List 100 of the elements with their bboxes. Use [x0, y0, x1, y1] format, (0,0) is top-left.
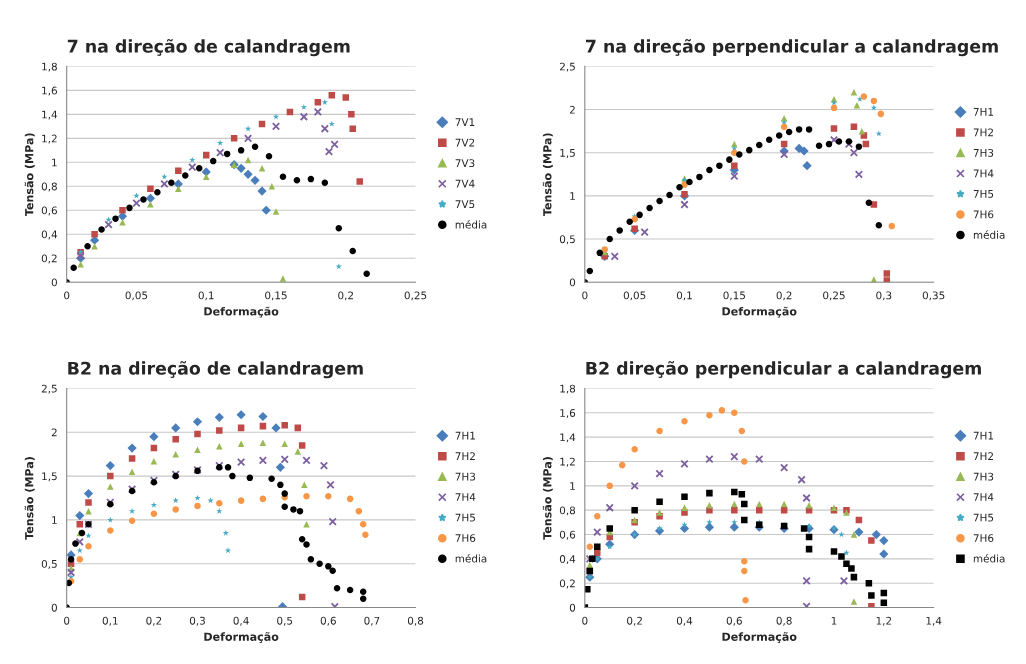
y-tick-label: 0,2 — [41, 254, 57, 264]
y-tick-label: 0,5 — [41, 559, 57, 569]
y-tick-label: 1,8 — [42, 62, 57, 72]
x-tick-label: 0,1 — [676, 291, 692, 301]
y-axis-title: Tensão (MPa) — [542, 457, 553, 540]
legend-label: 7H3 — [973, 472, 994, 481]
legend-label: 7H4 — [973, 493, 994, 501]
x-tick-label: 0,25 — [823, 291, 845, 301]
x-tick-label: 0,6 — [320, 616, 336, 626]
x-tick-label: 0,2 — [338, 291, 353, 301]
y-tick-label: 0,4 — [559, 555, 576, 565]
x-tick-label: 1,2 — [876, 616, 892, 626]
y-tick-label: 1,2 — [42, 134, 57, 144]
legend-label: 7H1 — [455, 431, 475, 440]
y-tick-label: 2,5 — [559, 62, 575, 72]
x-tick-label: 0,3 — [876, 291, 892, 301]
legend-label: 7H3 — [973, 148, 994, 157]
y-tick-label: 0,6 — [41, 206, 58, 216]
y-tick-label: 0 — [569, 603, 576, 612]
legend-label: 7H2 — [973, 128, 993, 137]
legend-label: 7H1 — [973, 108, 994, 116]
legend-label: 7H6 — [973, 210, 994, 219]
y-tick-label: 1 — [570, 482, 575, 490]
legend-label: 7H1 — [973, 431, 994, 440]
x-axis-title: Deformação — [722, 632, 797, 643]
x-tick-label: 0,2 — [146, 616, 162, 626]
x-tick-label: 0 — [64, 291, 70, 300]
x-tick-label: 0 — [582, 291, 588, 300]
x-tick-label: 0,3 — [189, 616, 205, 626]
legend-label: 7H5 — [973, 190, 994, 198]
y-tick-label: 2 — [569, 105, 575, 114]
y-tick-label: 1,6 — [560, 409, 576, 418]
legend-label: 7H6 — [455, 534, 476, 543]
legend-label: média — [973, 554, 1005, 563]
legend-label: 7H5 — [973, 513, 994, 522]
y-tick-label: 0,8 — [41, 182, 57, 192]
y-tick-label: 1,5 — [42, 472, 57, 482]
x-tick-label: 0,35 — [922, 291, 945, 301]
y-tick-label: 1,6 — [42, 86, 58, 96]
chart-title: 7 na direção de calandragem — [67, 39, 350, 57]
y-tick-label: 1,5 — [560, 149, 575, 158]
legend-label: 7H4 — [455, 493, 476, 501]
chart-title: B2 direção perpendicular a calandragem — [586, 361, 981, 379]
legend-label: 7V1 — [455, 118, 475, 126]
x-tick-label: 0,15 — [723, 291, 746, 301]
legend-label: 7H5 — [455, 513, 475, 522]
y-tick-label: 0,4 — [41, 230, 58, 240]
x-tick-label: 0,15 — [265, 291, 287, 301]
y-tick-label: 1 — [52, 158, 57, 167]
legend-label: média — [973, 230, 1005, 239]
legend-label: 7H2 — [973, 452, 993, 460]
x-tick-label: 0,1 — [102, 616, 118, 626]
y-tick-label: 0,2 — [559, 579, 575, 589]
x-tick-label: 0,8 — [407, 616, 424, 626]
y-tick-label: 1,8 — [560, 384, 576, 394]
x-tick-label: 0 — [64, 616, 70, 625]
chart-title: B2 na direção de calandragem — [68, 361, 363, 379]
legend-label: 7H2 — [455, 452, 475, 460]
x-tick-label: 0,7 — [364, 616, 380, 626]
y-tick-label: 1 — [570, 192, 575, 200]
y-tick-label: 0,8 — [559, 506, 576, 516]
x-tick-label: 0,1 — [198, 291, 214, 301]
legend-label: 7H3 — [455, 472, 476, 481]
x-tick-label: 0 — [582, 616, 588, 625]
y-tick-label: 1,2 — [560, 457, 575, 467]
y-tick-label: 2 — [51, 428, 57, 437]
x-tick-label: 1 — [831, 616, 837, 625]
y-axis-title: Tensão (MPa) — [542, 133, 553, 217]
legend-label: 7V3 — [455, 159, 475, 168]
y-tick-label: 1,4 — [560, 433, 576, 443]
y-axis-title: Tensão (MPa) — [24, 133, 35, 217]
x-tick-label: 0,2 — [627, 616, 642, 626]
x-tick-label: 0,05 — [623, 291, 646, 301]
x-tick-label: 0,4 — [233, 616, 249, 626]
x-tick-label: 0,5 — [277, 616, 293, 626]
chart-title: 7 na direção perpendicular a calandragem — [585, 39, 998, 57]
x-axis-title: Deformação — [204, 306, 279, 318]
x-axis-title: Deformação — [722, 306, 797, 318]
x-tick-label: 0,8 — [776, 616, 792, 626]
y-axis-title: Tensão (MPa) — [24, 457, 35, 540]
legend-label: 7H6 — [973, 534, 994, 543]
legend-label: 7H4 — [973, 169, 994, 178]
legend-label: 7V5 — [455, 200, 475, 209]
x-tick-label: 1,4 — [926, 616, 942, 626]
legend-label: média — [455, 554, 487, 563]
y-tick-label: 1 — [52, 516, 57, 524]
legend-label: média — [455, 220, 487, 229]
x-tick-label: 0,6 — [726, 616, 742, 626]
y-tick-label: 0 — [51, 278, 57, 287]
y-tick-label: 1,4 — [42, 110, 58, 120]
x-tick-label: 0,05 — [125, 291, 148, 301]
y-tick-label: 0 — [51, 603, 57, 612]
x-tick-label: 0,2 — [776, 291, 792, 301]
x-tick-label: 0,25 — [404, 291, 427, 301]
x-tick-label: 0,4 — [676, 616, 693, 626]
y-tick-label: 0 — [569, 278, 576, 287]
legend-label: 7V4 — [455, 179, 475, 188]
y-tick-label: 0,6 — [559, 530, 576, 540]
y-tick-label: 2,5 — [41, 384, 57, 394]
x-axis-title: Deformação — [204, 632, 279, 643]
